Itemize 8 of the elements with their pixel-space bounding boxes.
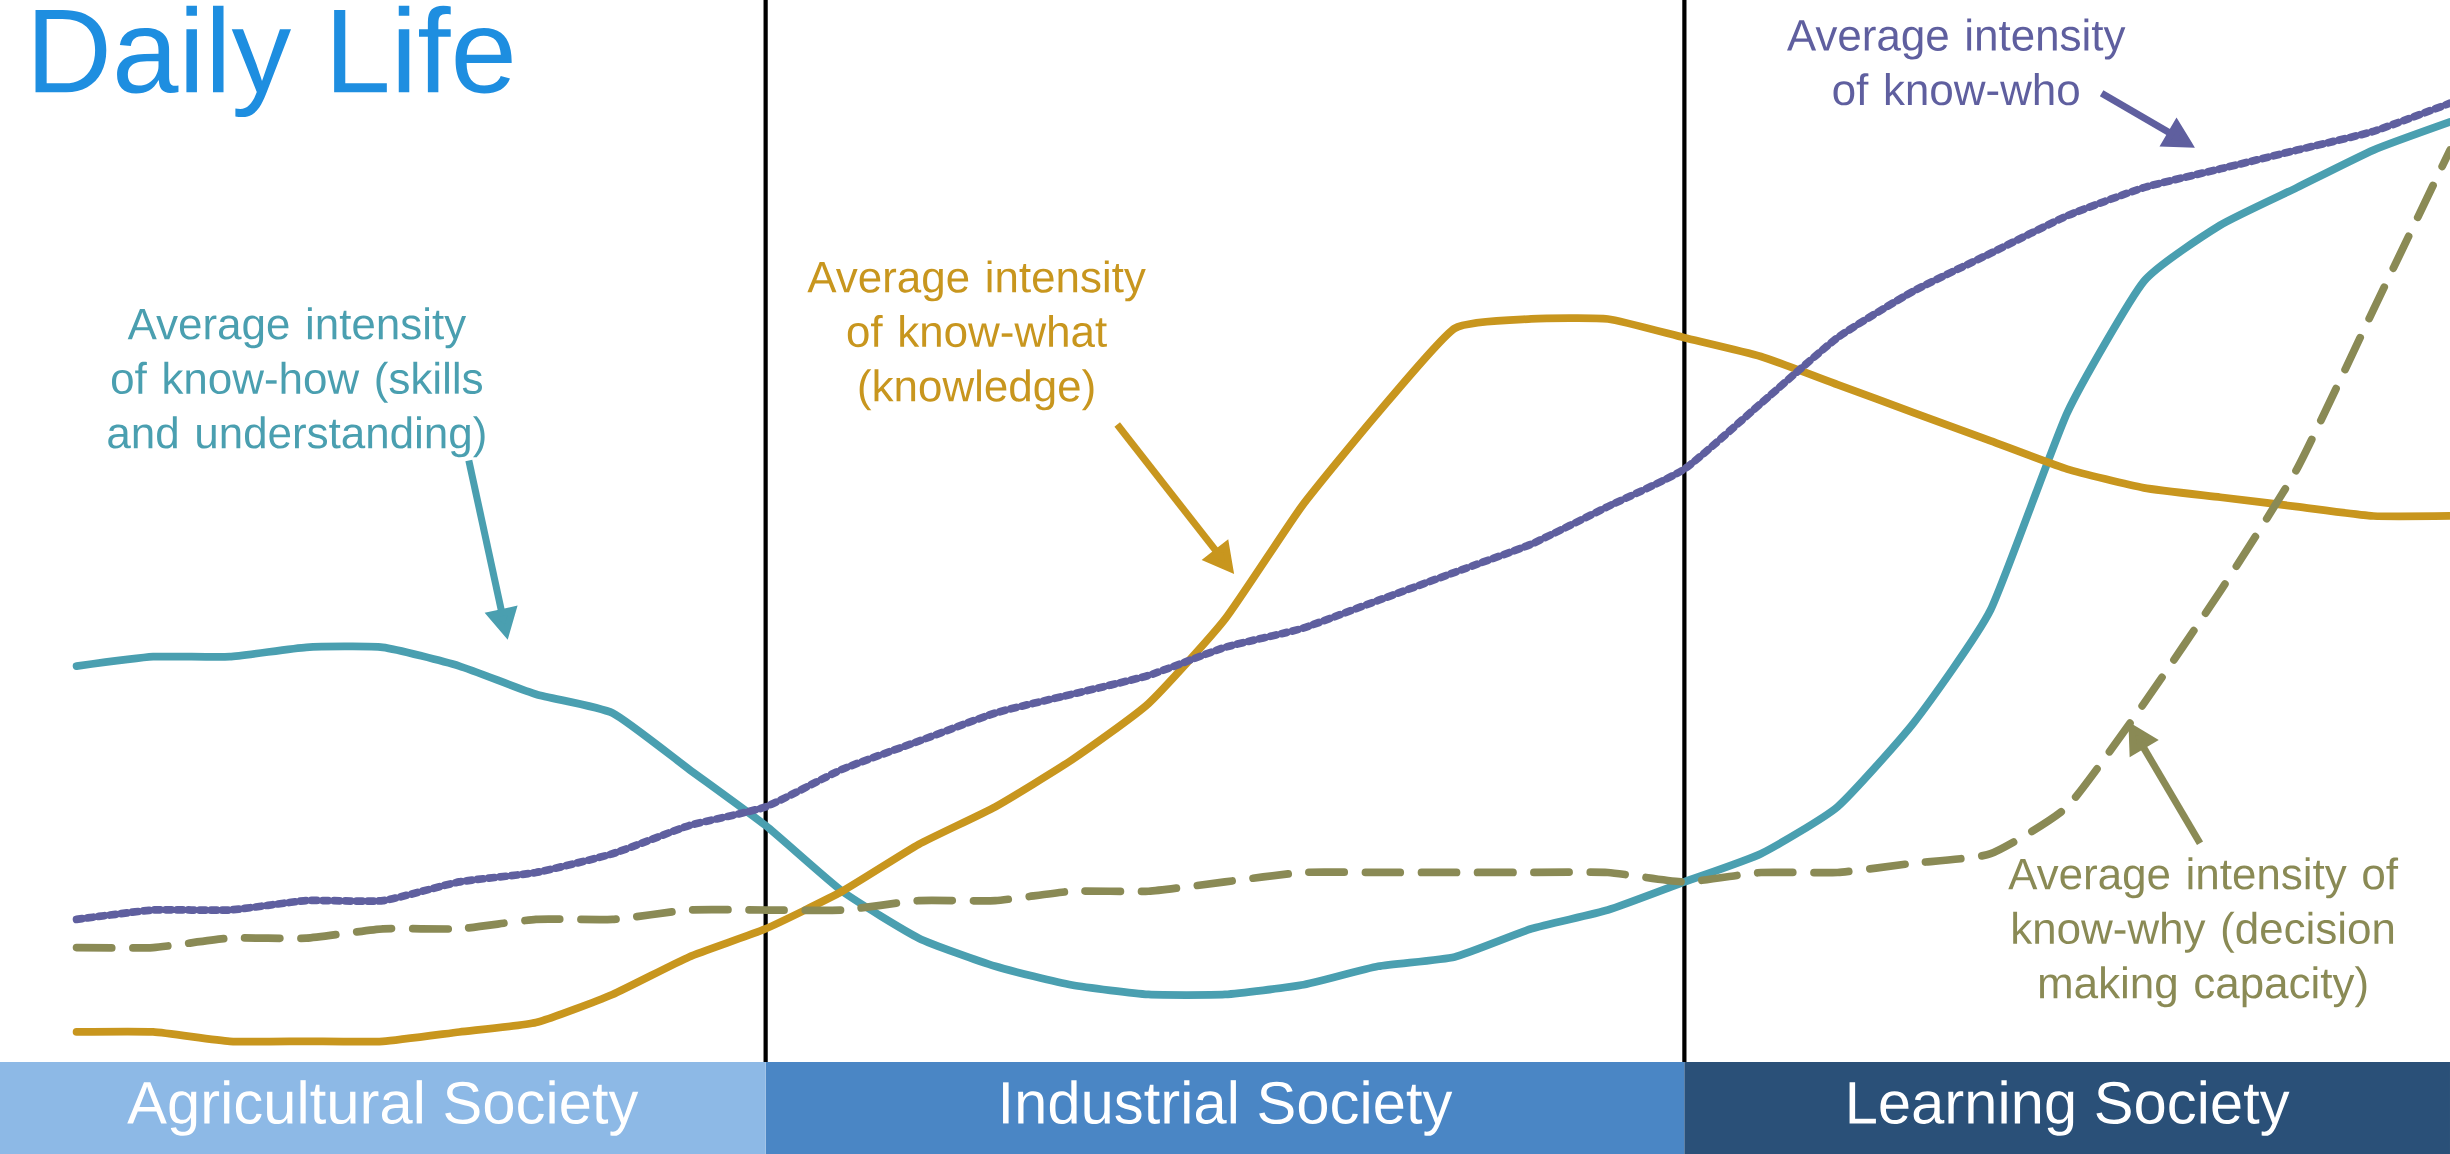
chart-title: Daily Life xyxy=(35,5,512,118)
annotation: Average intensity of know-what (knowledge) xyxy=(807,260,1146,411)
text: Industrial Society xyxy=(1003,1080,1453,1136)
annotation: Average intensity of know-why (decision making capacity) xyxy=(2008,857,2399,1008)
annotation: Average intensity of know-how (skills and understanding) xyxy=(108,307,485,458)
text: Agricultural Society xyxy=(127,1080,639,1136)
text: Learning Society xyxy=(1849,1080,2290,1136)
annotation: Average intensity of know-who xyxy=(1787,18,2126,106)
